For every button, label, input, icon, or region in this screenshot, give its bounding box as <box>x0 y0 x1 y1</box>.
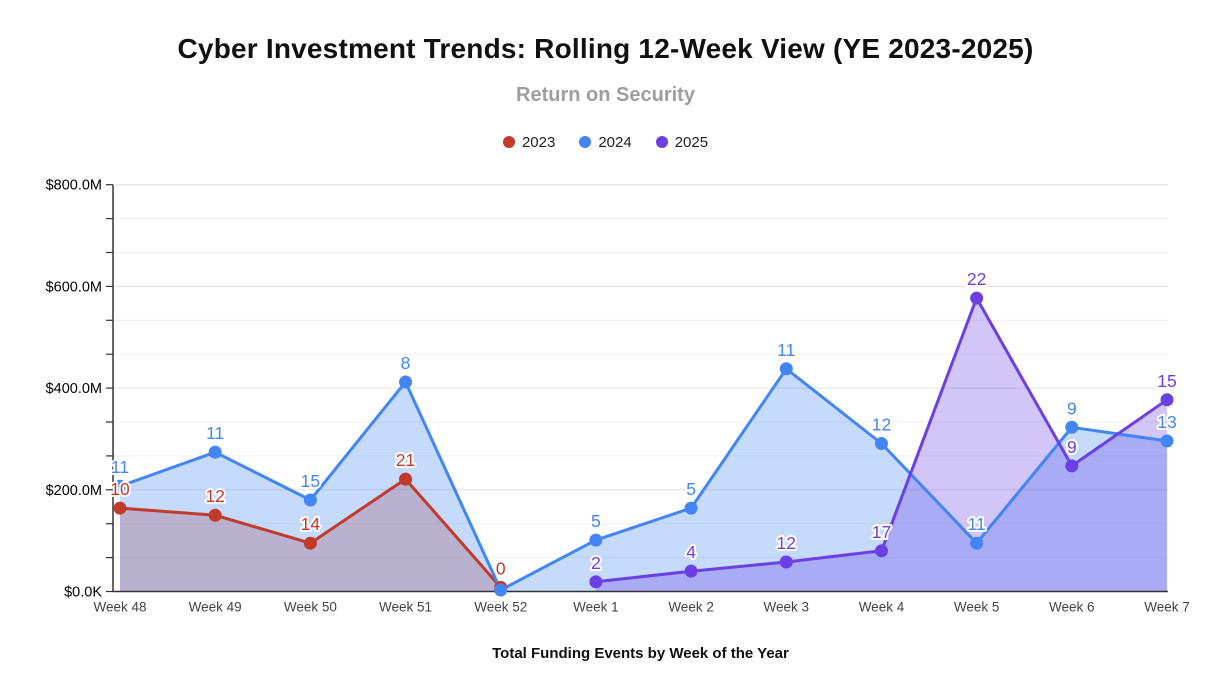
point-2024-week-5 <box>970 536 984 550</box>
chart-title: Cyber Investment Trends: Rolling 12-Week… <box>177 33 1034 64</box>
point-label-2024: 5 <box>686 479 696 499</box>
point-label-2023: 21 <box>396 450 415 470</box>
y-axis-label: $200.0M <box>46 483 102 499</box>
legend-dot-2024 <box>579 136 592 148</box>
point-2023-week-49 <box>208 508 222 522</box>
y-axis-label: $600.0M <box>46 279 102 295</box>
legend-item-2024: 2024 <box>579 134 632 151</box>
legend-dot-2023 <box>502 136 515 148</box>
point-2023-week-51 <box>399 472 413 486</box>
point-label-2024: 12 <box>872 415 891 435</box>
legend-item-2025: 2025 <box>655 134 709 151</box>
point-2024-week-1 <box>589 533 603 547</box>
point-label-2024: 8 <box>401 353 411 373</box>
point-label-2024: 15 <box>301 471 320 491</box>
point-2025-week-2 <box>684 564 698 578</box>
x-axis-label: Week 4 <box>859 600 905 615</box>
x-axis-label: Week 1 <box>573 600 619 615</box>
point-label-2023: 14 <box>301 514 321 534</box>
point-2024-week-48 <box>113 479 127 493</box>
area-2023 <box>120 479 501 592</box>
point-label-2024: 9 <box>1067 398 1077 418</box>
point-2025-week-6 <box>1065 459 1079 473</box>
x-axis-label: Week 52 <box>474 600 527 615</box>
y-axis-label: $0.0K <box>64 585 102 601</box>
point-2024-week-51 <box>399 375 413 389</box>
x-axis-label: Week 49 <box>189 600 242 615</box>
point-2024-week-4 <box>874 437 888 451</box>
point-label-2024: 11 <box>111 457 129 477</box>
legend-label-2025: 2025 <box>674 134 709 151</box>
point-2025-week-5 <box>970 291 984 305</box>
y-axis-label: $800.0M <box>46 178 102 194</box>
point-2024-week-49 <box>208 445 222 459</box>
point-2024-week-6 <box>1065 420 1079 434</box>
x-axis-label: Week 3 <box>764 600 810 615</box>
x-axis-label: Week 51 <box>379 600 432 615</box>
line-2024 <box>118 367 1169 592</box>
point-label-2025: 22 <box>967 269 986 289</box>
point-2024-week-7 <box>1160 434 1174 448</box>
x-axis-label: Week 7 <box>1144 600 1190 615</box>
point-label-2025: 2 <box>591 553 601 573</box>
legend-label-2024: 2024 <box>598 134 632 151</box>
point-2024-week-52 <box>494 583 508 597</box>
x-axis-label: Week 2 <box>668 600 714 615</box>
point-2025-week-3 <box>779 555 793 569</box>
legend-dot-2025 <box>655 136 668 148</box>
chart-legend: 2023 2024 2025 <box>0 134 1211 151</box>
point-2024-week-2 <box>684 501 698 515</box>
y-axis-label: $400.0M <box>46 381 102 397</box>
x-axis-title: Total Funding Events by Week of the Year <box>492 645 789 662</box>
point-2024-week-50 <box>303 493 317 507</box>
point-label-2025: 15 <box>1157 371 1176 391</box>
point-2024-week-3 <box>779 362 793 376</box>
chart-subtitle: Return on Security <box>516 84 695 106</box>
point-2025-week-7 <box>1160 393 1174 407</box>
point-label-2025: 9 <box>1067 437 1077 457</box>
legend-label-2023: 2023 <box>521 134 556 151</box>
point-label-2023: 0 <box>496 558 506 578</box>
x-axis-label: Week 6 <box>1049 600 1095 615</box>
point-label-2024: 13 <box>1157 412 1176 432</box>
point-label-2025: 17 <box>872 522 891 542</box>
point-2025-week-1 <box>589 575 603 589</box>
point-label-2023: 12 <box>205 486 224 506</box>
point-2023-week-48 <box>113 501 127 515</box>
x-axis-label: Week 48 <box>93 600 146 615</box>
point-2023-week-50 <box>303 536 317 550</box>
x-axis-label: Week 50 <box>284 600 337 615</box>
point-label-2024: 11 <box>968 514 986 534</box>
area-2024 <box>120 368 1167 592</box>
point-label-2024: 5 <box>591 511 601 531</box>
point-label-2023: 10 <box>110 479 130 499</box>
point-label-2025: 4 <box>686 542 696 562</box>
x-axis-label: Week 5 <box>954 600 1000 615</box>
point-2025-week-4 <box>874 544 888 558</box>
point-label-2024: 11 <box>777 340 795 360</box>
point-label-2024: 11 <box>206 423 224 443</box>
area-2025 <box>595 298 1167 592</box>
point-label-2025: 12 <box>777 533 796 553</box>
legend-item-2023: 2023 <box>502 134 556 151</box>
